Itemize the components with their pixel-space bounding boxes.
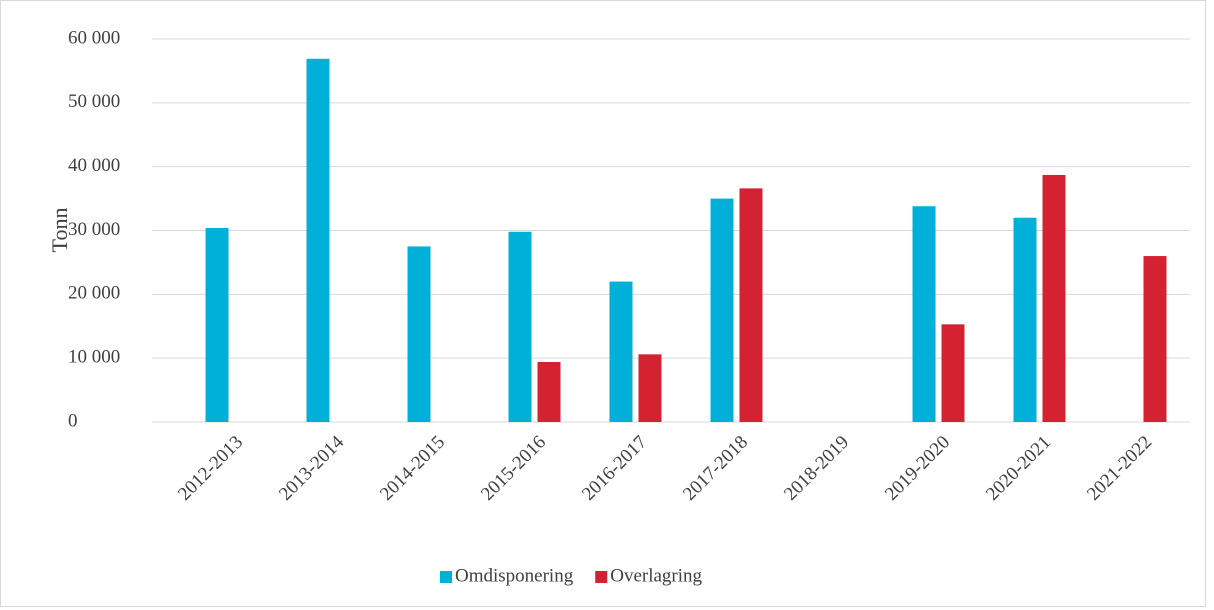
legend-label: Omdisponering — [455, 565, 574, 586]
bar — [941, 324, 965, 422]
bar — [1042, 174, 1066, 422]
bar — [205, 227, 229, 422]
y-tick-label: 10 000 — [68, 347, 120, 368]
bar — [537, 361, 561, 422]
y-tick-label: 30 000 — [68, 219, 120, 240]
bar — [1013, 217, 1037, 422]
bar — [638, 354, 662, 422]
y-axis-title: Tonn — [47, 208, 72, 253]
bar — [508, 231, 532, 422]
y-tick-label: 20 000 — [68, 283, 120, 304]
bar — [1143, 256, 1167, 422]
bar — [609, 281, 633, 422]
y-tick-label: 60 000 — [68, 27, 120, 48]
y-tick-label: 0 — [68, 410, 78, 431]
legend-label: Overlagring — [610, 565, 702, 586]
legend-swatch — [440, 571, 452, 583]
bar — [306, 58, 330, 423]
bar — [710, 198, 734, 422]
bar — [739, 188, 763, 422]
bar — [407, 246, 431, 422]
legend-swatch — [595, 571, 608, 583]
y-tick-label: 40 000 — [68, 155, 120, 176]
y-tick-label: 50 000 — [68, 91, 120, 112]
bar — [912, 206, 936, 422]
